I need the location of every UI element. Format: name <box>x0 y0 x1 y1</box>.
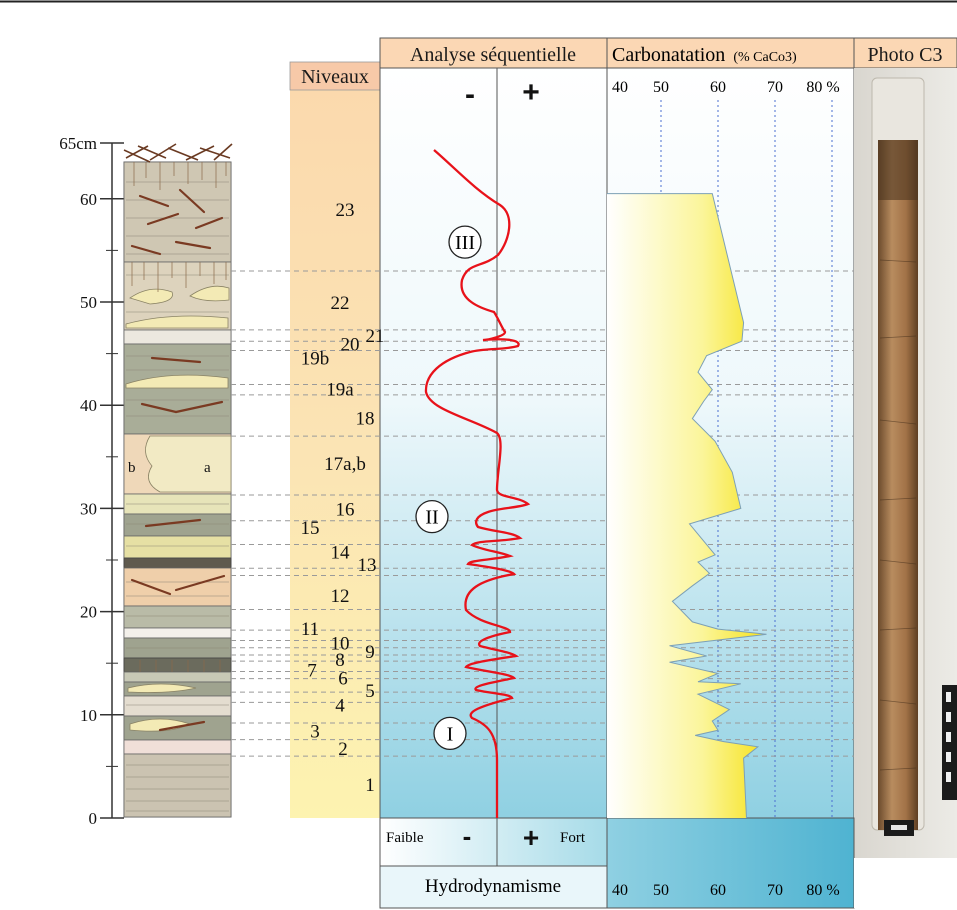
carbonate-header-main: Carbonatation <box>612 44 725 66</box>
level-label: 8 <box>335 650 345 671</box>
depth-tick-label: 0 <box>89 809 98 828</box>
carbonate-tick-top: 80 % <box>806 79 839 96</box>
sequential-header: Analyse séquentielle <box>410 44 576 66</box>
level-label: 16 <box>336 499 355 520</box>
hydro-plus: + <box>523 822 539 853</box>
hydro-faible: Faible <box>386 830 424 846</box>
depth-tick-label: 10 <box>80 706 97 725</box>
level-label: 2 <box>338 739 348 760</box>
scale-bar-icon <box>942 685 957 800</box>
level-label: 9 <box>365 642 375 663</box>
depth-tick-label: 50 <box>80 293 97 312</box>
level-label: 15 <box>301 518 320 539</box>
depth-tick-label: 30 <box>80 499 97 518</box>
level-label: 13 <box>358 555 377 576</box>
hydrodynamism-curve <box>424 149 531 818</box>
level-label: 20 <box>341 334 360 355</box>
level-label: 1 <box>365 775 375 796</box>
sequential-panel: Analyse séquentielle - + <box>379 37 608 819</box>
depth-axis: 65cm 60 50 40 30 20 10 0 <box>59 134 124 828</box>
hydro-title: Hydrodynamisme <box>425 876 561 897</box>
level-label: 17a,b <box>324 454 366 475</box>
sequence-label: I <box>447 723 454 745</box>
depth-tick-label: 60 <box>80 190 97 209</box>
sequential-minus: - <box>465 78 475 111</box>
carbonate-tick-bottom: 60 <box>710 882 726 899</box>
log-letter-b: b <box>128 460 136 476</box>
core-sample <box>878 140 918 830</box>
level-label: 22 <box>331 293 350 314</box>
carbonate-tick-top: 50 <box>653 79 669 96</box>
log-letter-a: a <box>204 460 211 476</box>
level-label: 18 <box>356 409 375 430</box>
hydro-fort: Fort <box>560 830 586 846</box>
levels-header: Niveaux <box>301 66 369 88</box>
carbonate-tick-bottom: 40 <box>612 882 628 899</box>
level-label: 7 <box>307 660 317 681</box>
level-label: 10 <box>331 634 350 655</box>
carbonate-tick-bottom: 70 <box>767 882 783 899</box>
lithology-log: b a <box>123 143 233 818</box>
sequence-circle <box>448 225 482 259</box>
carbonate-tick-top: 40 <box>612 79 628 96</box>
depth-tick-label: 40 <box>80 396 97 415</box>
carbonate-header-unit: (% CaCo3) <box>733 50 797 65</box>
depth-tick-label: 20 <box>80 603 97 622</box>
core-photo-panel: Photo C3 <box>853 37 957 858</box>
level-label: 6 <box>338 669 348 690</box>
sequence-circle <box>415 500 449 534</box>
level-label: 21 <box>366 326 385 347</box>
photo-header: Photo C3 <box>867 44 942 66</box>
sequential-plus: + <box>522 76 540 109</box>
carbonate-tick-bottom: 50 <box>653 882 669 899</box>
sequence-label: III <box>455 232 475 254</box>
level-label: 23 <box>336 200 355 221</box>
sequence-circle <box>433 716 467 751</box>
level-label: 4 <box>335 695 345 716</box>
level-label: 19a <box>326 380 354 401</box>
level-label: 5 <box>365 681 375 702</box>
levels-column: Niveaux <box>289 61 381 818</box>
sequence-label: II <box>425 507 438 529</box>
carbonate-area <box>607 193 767 819</box>
carbonate-line <box>607 193 767 819</box>
carbonate-tick-top: 60 <box>710 79 726 96</box>
hydro-minus: - <box>463 821 472 851</box>
carbonate-tick-top: 70 <box>767 79 783 96</box>
level-label: 11 <box>301 619 319 640</box>
level-label: 14 <box>331 543 351 564</box>
level-label: 19b <box>301 349 330 370</box>
carbonate-tick-bottom: 80 % <box>806 882 839 899</box>
carbonate-header: Carbonatation (% CaCo3) <box>612 44 797 66</box>
depth-top-label: 65cm <box>59 134 97 153</box>
level-label: 3 <box>310 721 320 742</box>
level-label: 12 <box>331 586 350 607</box>
